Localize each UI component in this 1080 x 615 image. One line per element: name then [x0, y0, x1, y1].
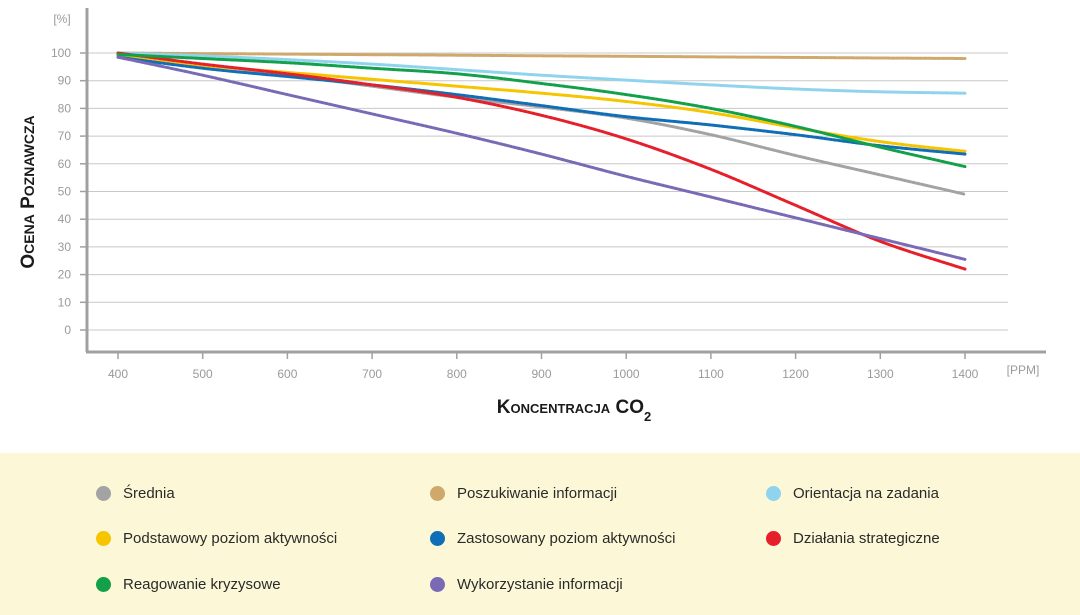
y-tick-label: 20: [58, 268, 72, 282]
legend-marker-icon: [430, 576, 445, 592]
x-axis-title-main: Koncentracja CO: [497, 397, 644, 418]
legend-item: Wykorzystanie informacji: [430, 573, 623, 595]
y-tick-label: 50: [58, 185, 72, 199]
legend-item: Zastosowany poziom aktywności: [430, 527, 675, 549]
y-tick-label: 0: [64, 323, 71, 337]
y-tick-label: 90: [58, 74, 72, 88]
series-line: [116, 52, 967, 169]
y-axis-title-initial: O: [18, 254, 39, 269]
legend-marker-icon: [766, 530, 781, 546]
legend-item: Orientacja na zadania: [766, 482, 939, 504]
legend-label: Zastosowany poziom aktywności: [457, 529, 676, 547]
y-tick-label: 40: [58, 212, 72, 226]
legend-item: Reagowanie kryzysowe: [96, 573, 281, 595]
y-tick-label: 10: [58, 295, 72, 309]
legend-label: Podstawowy poziom aktywności: [123, 529, 338, 547]
legend-label: Reagowanie kryzysowe: [123, 575, 281, 593]
legend: Średnia Poszukiwanie informacji Orientacja…: [0, 453, 1080, 615]
y-tick-label: 70: [58, 129, 72, 143]
line-chart: 0 10 20 30 40 50 60 70 80 90 100 400 500 600 700 800 90…: [18, 8, 1046, 424]
legend-marker-icon: [766, 485, 781, 501]
x-tick-label: 800: [447, 367, 467, 381]
x-tick-label: 1400: [952, 367, 979, 381]
x-tick-label: 500: [193, 367, 213, 381]
legend-label: Średnia: [123, 484, 175, 502]
x-axis-title-subscript: 2: [644, 409, 651, 424]
y-axis-title-rest: OZNAWCZA: [21, 115, 37, 196]
series-line: [116, 51, 967, 60]
legend-item: Działania strategiczne: [766, 527, 940, 549]
y-unit-label: [%]: [53, 12, 70, 26]
series-line: [116, 55, 967, 261]
x-unit-label: [PPM]: [1007, 363, 1040, 377]
x-tick-label: 400: [108, 367, 128, 381]
legend-marker-icon: [430, 485, 445, 501]
x-tick-label: 900: [531, 367, 551, 381]
series-lines: [116, 51, 967, 271]
x-tick-label: 700: [362, 367, 382, 381]
x-tick-label: 1000: [613, 367, 640, 381]
legend-item: Podstawowy poziom aktywności: [96, 527, 337, 549]
x-tick-label: 1200: [782, 367, 809, 381]
y-axis-title-initial: P: [18, 196, 39, 214]
y-axis-title-rest: CENA: [21, 214, 37, 254]
x-tick-label: 600: [277, 367, 297, 381]
series-line: [116, 51, 967, 95]
legend-label: Orientacja na zadania: [793, 484, 939, 502]
legend-marker-icon: [96, 530, 111, 546]
legend-label: Poszukiwanie informacji: [457, 484, 618, 502]
legend-label: Wykorzystanie informacji: [457, 575, 623, 593]
y-tick-label: 80: [58, 101, 72, 115]
x-axis-title: Koncentracja CO2: [497, 397, 651, 424]
legend-label: Działania strategiczne: [793, 529, 940, 547]
y-tick-labels: 0 10 20 30 40 50 60 70 80 90 100: [51, 46, 87, 337]
legend-marker-icon: [96, 576, 111, 592]
y-tick-label: 100: [51, 46, 71, 60]
legend-marker-icon: [430, 530, 445, 546]
x-tick-label: 1300: [867, 367, 894, 381]
series-line: [116, 51, 967, 271]
x-tick-label: 1100: [698, 367, 724, 381]
legend-item: Poszukiwanie informacji: [430, 482, 617, 504]
y-tick-label: 30: [58, 240, 72, 254]
y-tick-label: 60: [58, 157, 72, 171]
legend-item: Średnia: [96, 482, 175, 504]
legend-marker-icon: [96, 485, 111, 501]
x-tick-labels: 400 500 600 700 800 900 1000 1100 1200 1300 1400: [108, 352, 979, 381]
y-axis-title: OCENA POZNAWCZA: [18, 115, 39, 268]
series-line: [116, 55, 967, 156]
